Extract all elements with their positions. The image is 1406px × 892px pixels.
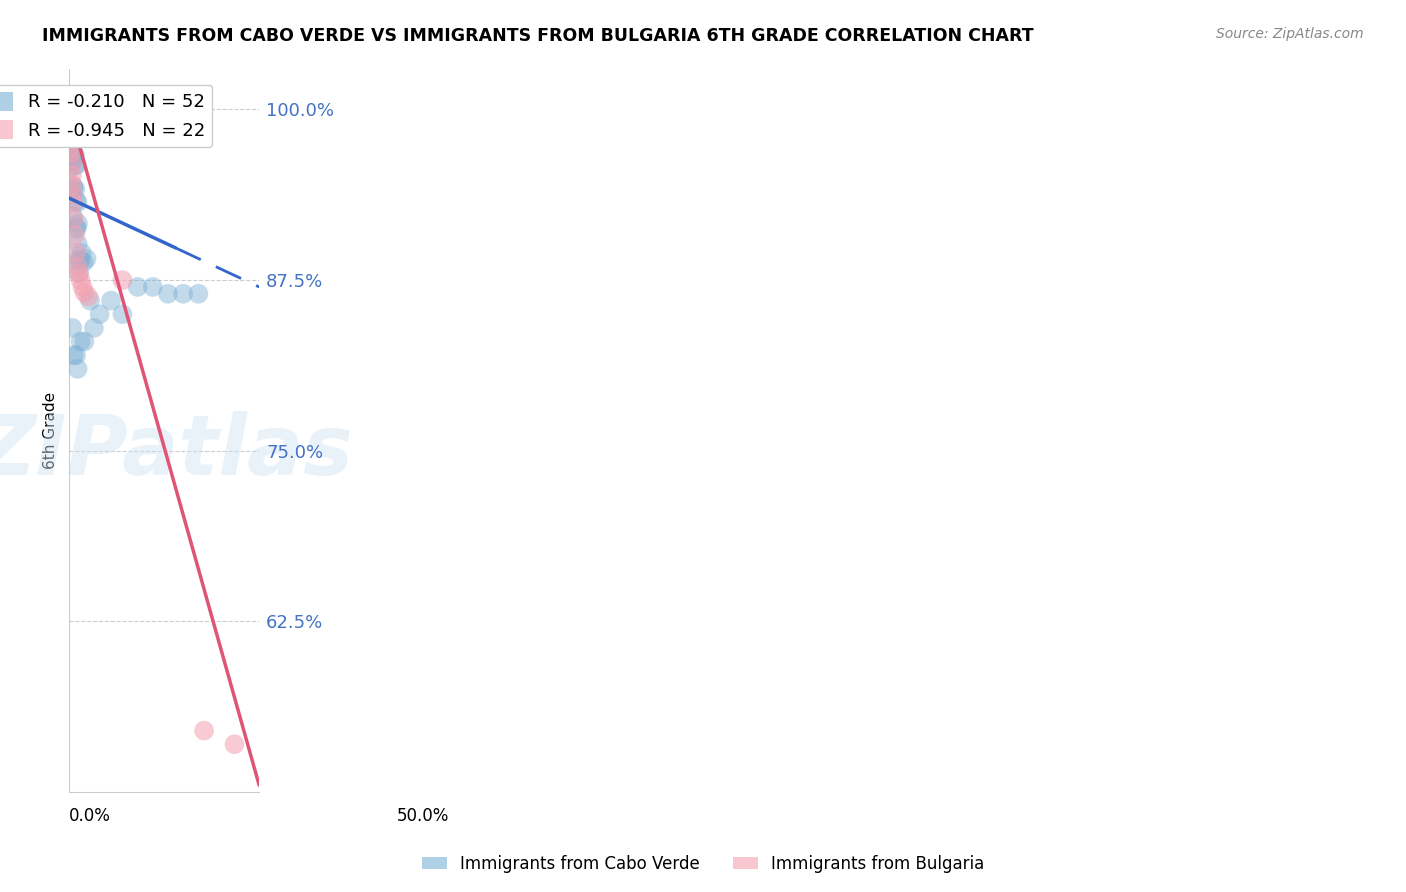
Point: [62, 187, 84, 202]
Point: [62, 181, 84, 195]
Point: [66, 158, 89, 172]
Point: [60, 146, 83, 161]
Point: [59, 145, 82, 160]
Point: [69, 273, 91, 287]
Point: [60, 157, 83, 171]
Point: [79, 293, 101, 308]
Point: [62, 146, 84, 161]
Point: [60, 155, 83, 169]
Point: [65, 194, 87, 208]
Point: [62, 195, 84, 210]
Point: [65, 222, 87, 236]
Text: Source: ZipAtlas.com: Source: ZipAtlas.com: [1216, 27, 1364, 41]
Point: [62, 348, 84, 362]
Point: [65, 182, 87, 196]
Point: [224, 737, 246, 751]
Point: [70, 246, 93, 260]
Point: [65, 348, 87, 362]
Text: 0.0%: 0.0%: [69, 807, 111, 825]
Point: [60, 168, 83, 182]
Point: [62, 210, 84, 224]
Point: [83, 321, 105, 335]
Text: 50.0%: 50.0%: [396, 807, 449, 825]
Point: [59, 161, 82, 176]
Point: [59, 140, 82, 154]
Point: [59, 136, 82, 151]
Point: [66, 361, 89, 376]
Point: [65, 245, 87, 260]
Point: [72, 255, 94, 269]
Point: [66, 236, 89, 251]
Point: [65, 219, 87, 234]
Point: [60, 321, 83, 335]
Point: [60, 146, 83, 161]
Point: [59, 139, 82, 153]
Point: [69, 253, 91, 268]
Point: [63, 228, 86, 243]
Legend: R = -0.210   N = 52, R = -0.945   N = 22: R = -0.210 N = 52, R = -0.945 N = 22: [0, 85, 212, 147]
Legend: Immigrants from Cabo Verde, Immigrants from Bulgaria: Immigrants from Cabo Verde, Immigrants f…: [415, 848, 991, 880]
Point: [62, 211, 84, 226]
Point: [59, 136, 82, 151]
Point: [59, 121, 82, 136]
Point: [60, 147, 83, 161]
Point: [59, 148, 82, 162]
Point: [77, 289, 100, 303]
Point: [142, 280, 165, 294]
Point: [63, 253, 86, 268]
Point: [59, 132, 82, 146]
Point: [60, 156, 83, 170]
Point: [59, 126, 82, 140]
Point: [89, 307, 111, 321]
Point: [111, 273, 134, 287]
Point: [111, 307, 134, 321]
Point: [72, 280, 94, 294]
Point: [100, 293, 122, 308]
Point: [59, 113, 82, 128]
Point: [60, 122, 83, 136]
Point: [59, 127, 82, 141]
Point: [172, 286, 194, 301]
Point: [187, 286, 209, 301]
Point: [63, 159, 86, 173]
Point: [76, 252, 98, 266]
Point: [59, 132, 82, 146]
Point: [66, 260, 89, 274]
Point: [193, 723, 215, 738]
Point: [69, 334, 91, 349]
Point: [59, 113, 82, 128]
Point: [70, 253, 93, 268]
Point: [127, 280, 149, 294]
Y-axis label: 6th Grade: 6th Grade: [44, 392, 58, 469]
Point: [59, 141, 82, 155]
Point: [66, 195, 89, 210]
Point: [59, 137, 82, 152]
Point: [59, 135, 82, 149]
Point: [63, 149, 86, 163]
Point: [156, 286, 179, 301]
Point: [62, 179, 84, 194]
Point: [73, 334, 96, 349]
Point: [67, 266, 90, 280]
Point: [60, 178, 83, 192]
Text: ZIPatlas: ZIPatlas: [0, 411, 353, 492]
Point: [67, 266, 90, 280]
Point: [59, 184, 82, 198]
Point: [73, 285, 96, 300]
Point: [67, 217, 90, 231]
Point: [59, 123, 82, 137]
Text: IMMIGRANTS FROM CABO VERDE VS IMMIGRANTS FROM BULGARIA 6TH GRADE CORRELATION CHA: IMMIGRANTS FROM CABO VERDE VS IMMIGRANTS…: [42, 27, 1033, 45]
